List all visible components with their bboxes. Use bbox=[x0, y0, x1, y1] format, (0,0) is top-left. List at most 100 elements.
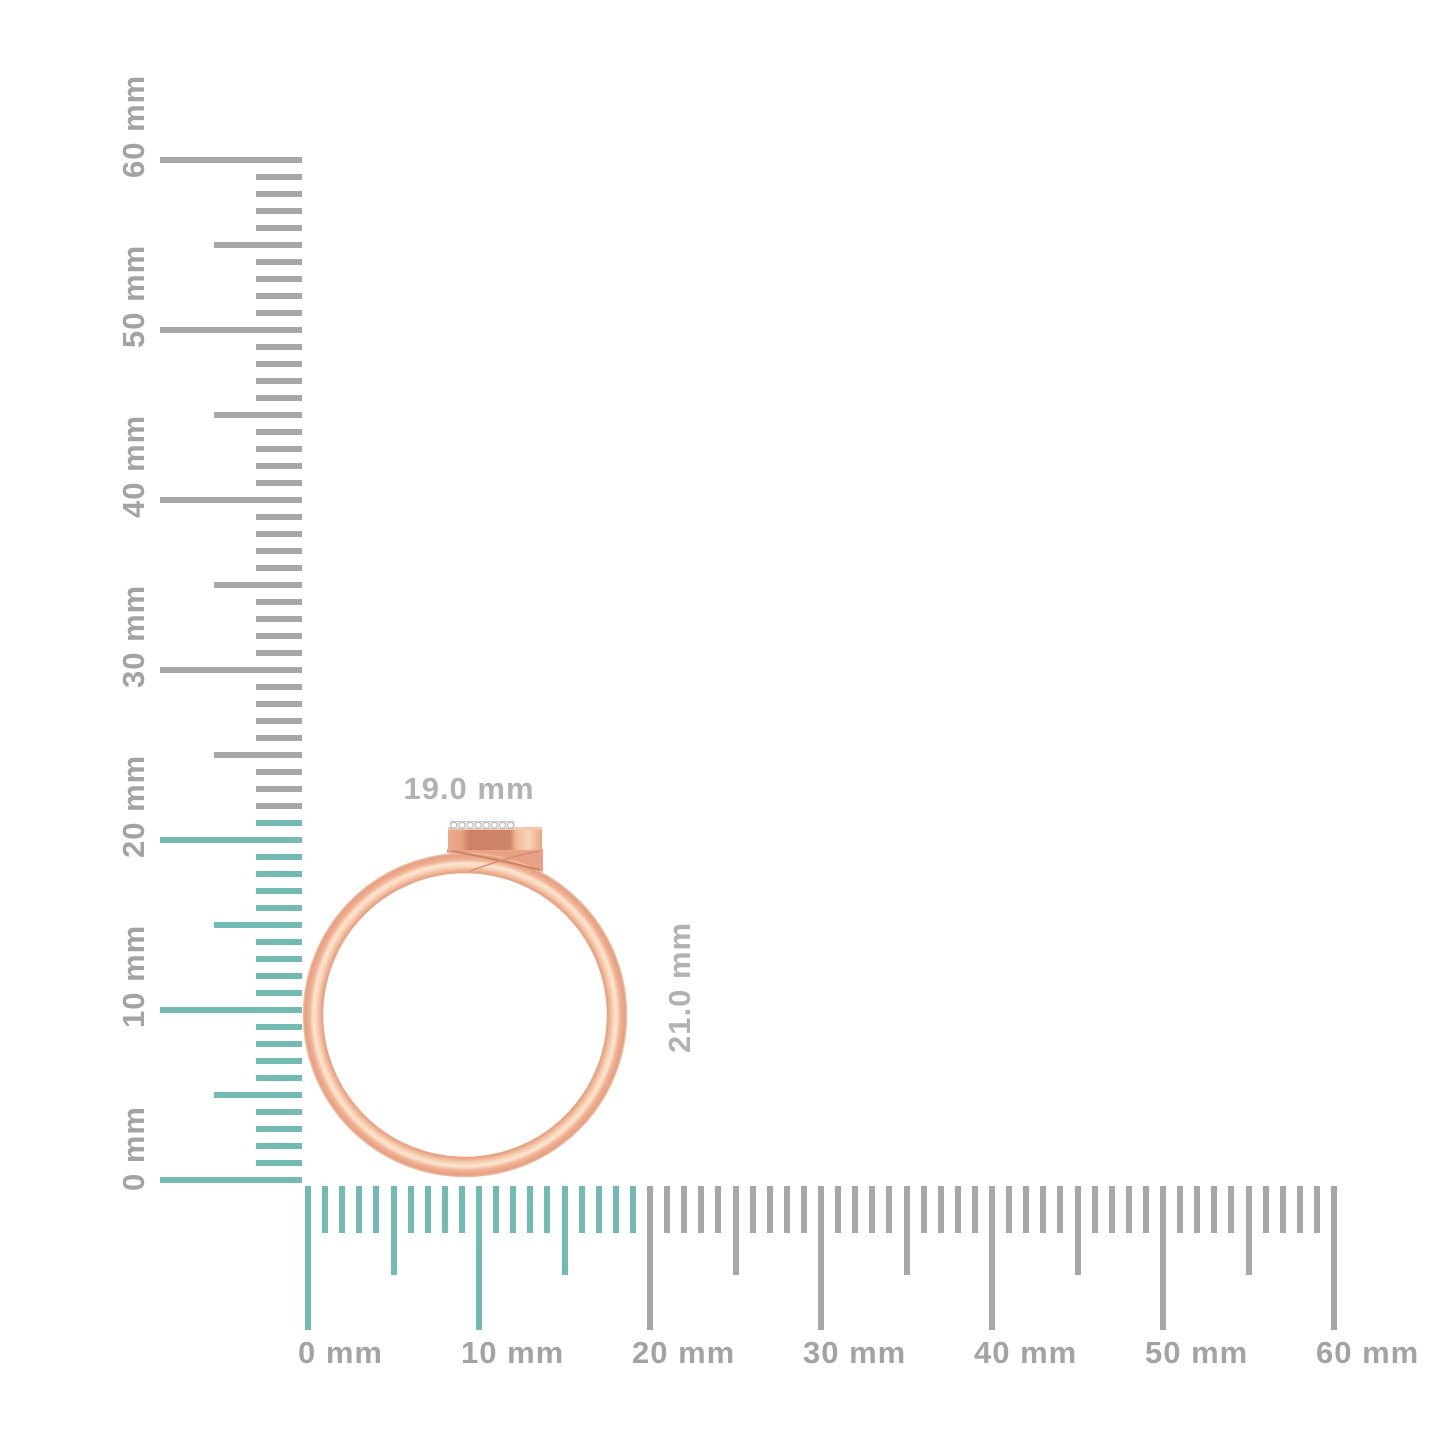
vertical-tick-53mm bbox=[256, 276, 302, 282]
vertical-tick-41mm bbox=[256, 480, 302, 486]
ring-band-junction bbox=[447, 849, 543, 872]
vertical-tick-47mm bbox=[256, 378, 302, 384]
horizontal-tick-34mm bbox=[886, 1186, 893, 1233]
horizontal-tick-55mm bbox=[1245, 1186, 1252, 1275]
horizontal-tick-8mm bbox=[441, 1186, 448, 1233]
vertical-tick-15mm bbox=[214, 922, 302, 928]
horizontal-tick-0mm bbox=[305, 1186, 311, 1330]
vertical-tick-7mm bbox=[256, 1058, 302, 1064]
horizontal-tick-12mm bbox=[510, 1186, 517, 1233]
horizontal-tick-53mm bbox=[1211, 1186, 1218, 1233]
vertical-tick-28mm bbox=[256, 701, 302, 707]
vertical-tick-40mm bbox=[160, 497, 302, 503]
horizontal-tick-51mm bbox=[1177, 1186, 1184, 1233]
vertical-tick-37mm bbox=[256, 548, 302, 554]
horizontal-tick-52mm bbox=[1194, 1186, 1201, 1233]
vertical-tick-24mm bbox=[256, 769, 302, 775]
horizontal-tick-45mm bbox=[1074, 1186, 1081, 1275]
vertical-tick-25mm bbox=[214, 752, 302, 758]
vertical-tick-58mm bbox=[256, 191, 302, 197]
diamond-row bbox=[450, 821, 514, 829]
diamond-strip bbox=[450, 821, 515, 830]
vertical-tick-38mm bbox=[256, 531, 302, 537]
horizontal-tick-43mm bbox=[1040, 1186, 1047, 1233]
diamond-stone bbox=[482, 821, 490, 829]
vertical-tick-33mm bbox=[256, 616, 302, 622]
vertical-tick-19mm bbox=[256, 854, 302, 860]
vertical-tick-2mm bbox=[256, 1143, 302, 1149]
vertical-ruler-label-10mm: 10 mm bbox=[116, 924, 151, 1028]
vertical-tick-46mm bbox=[256, 395, 302, 401]
horizontal-tick-3mm bbox=[356, 1186, 363, 1233]
horizontal-tick-33mm bbox=[869, 1186, 876, 1233]
diamond-stone bbox=[490, 821, 498, 829]
horizontal-tick-49mm bbox=[1142, 1186, 1149, 1233]
horizontal-ruler-label-40mm: 40 mm bbox=[974, 1335, 1078, 1370]
horizontal-tick-50mm bbox=[1160, 1186, 1166, 1330]
horizontal-tick-20mm bbox=[647, 1186, 653, 1330]
horizontal-tick-5mm bbox=[390, 1186, 397, 1275]
horizontal-ruler-label-30mm: 30 mm bbox=[803, 1335, 907, 1370]
vertical-ruler-label-60mm: 60 mm bbox=[116, 74, 151, 178]
vertical-tick-3mm bbox=[256, 1126, 302, 1132]
horizontal-tick-41mm bbox=[1006, 1186, 1013, 1233]
horizontal-tick-22mm bbox=[681, 1186, 688, 1233]
vertical-tick-45mm bbox=[214, 412, 302, 418]
vertical-tick-42mm bbox=[256, 463, 302, 469]
vertical-tick-8mm bbox=[256, 1041, 302, 1047]
horizontal-tick-35mm bbox=[903, 1186, 910, 1275]
horizontal-tick-44mm bbox=[1057, 1186, 1064, 1233]
horizontal-tick-47mm bbox=[1108, 1186, 1115, 1233]
horizontal-tick-42mm bbox=[1023, 1186, 1030, 1233]
horizontal-ruler-label-60mm: 60 mm bbox=[1316, 1335, 1420, 1370]
vertical-tick-52mm bbox=[256, 293, 302, 299]
horizontal-tick-9mm bbox=[458, 1186, 465, 1233]
horizontal-tick-58mm bbox=[1296, 1186, 1303, 1233]
vertical-tick-55mm bbox=[214, 242, 302, 248]
horizontal-tick-37mm bbox=[937, 1186, 944, 1233]
vertical-tick-56mm bbox=[256, 225, 302, 231]
vertical-tick-1mm bbox=[256, 1160, 302, 1166]
height-dimension-label: 21.0 mm bbox=[662, 921, 697, 1053]
vertical-tick-26mm bbox=[256, 735, 302, 741]
horizontal-ruler-label-20mm: 20 mm bbox=[632, 1335, 736, 1370]
ring-band-edge-line-right bbox=[451, 850, 541, 871]
vertical-ruler-label-20mm: 20 mm bbox=[116, 754, 151, 858]
horizontal-tick-59mm bbox=[1313, 1186, 1320, 1233]
horizontal-tick-14mm bbox=[544, 1186, 551, 1233]
horizontal-tick-6mm bbox=[407, 1186, 414, 1233]
diamond-stone bbox=[498, 821, 506, 829]
width-dimension-label: 19.0 mm bbox=[403, 771, 535, 806]
horizontal-tick-1mm bbox=[322, 1186, 329, 1233]
horizontal-ruler-label-0mm: 0 mm bbox=[298, 1335, 383, 1370]
vertical-ruler-label-30mm: 30 mm bbox=[116, 584, 151, 688]
vertical-tick-50mm bbox=[160, 327, 302, 333]
horizontal-tick-11mm bbox=[493, 1186, 500, 1233]
diamond-stone bbox=[450, 821, 458, 829]
horizontal-tick-30mm bbox=[818, 1186, 824, 1330]
vertical-ruler-label-40mm: 40 mm bbox=[116, 414, 151, 518]
vertical-tick-60mm bbox=[160, 157, 302, 163]
vertical-tick-44mm bbox=[256, 429, 302, 435]
horizontal-tick-24mm bbox=[715, 1186, 722, 1233]
diamond-stone bbox=[474, 821, 482, 829]
horizontal-tick-40mm bbox=[989, 1186, 995, 1330]
horizontal-tick-16mm bbox=[578, 1186, 585, 1233]
horizontal-tick-21mm bbox=[664, 1186, 671, 1233]
vertical-tick-18mm bbox=[256, 871, 302, 877]
horizontal-tick-29mm bbox=[800, 1186, 807, 1233]
horizontal-tick-57mm bbox=[1279, 1186, 1286, 1233]
vertical-tick-27mm bbox=[256, 718, 302, 724]
horizontal-tick-28mm bbox=[783, 1186, 790, 1233]
horizontal-tick-46mm bbox=[1091, 1186, 1098, 1233]
horizontal-ruler-label-10mm: 10 mm bbox=[461, 1335, 565, 1370]
horizontal-tick-26mm bbox=[749, 1186, 756, 1233]
ring-bar-bevel bbox=[448, 827, 542, 830]
vertical-ruler-label-0mm: 0 mm bbox=[116, 1106, 151, 1191]
vertical-tick-17mm bbox=[256, 888, 302, 894]
horizontal-tick-7mm bbox=[424, 1186, 431, 1233]
ring-band bbox=[302, 852, 628, 1178]
vertical-tick-29mm bbox=[256, 684, 302, 690]
diamond-stone bbox=[507, 821, 514, 829]
vertical-tick-36mm bbox=[256, 565, 302, 571]
